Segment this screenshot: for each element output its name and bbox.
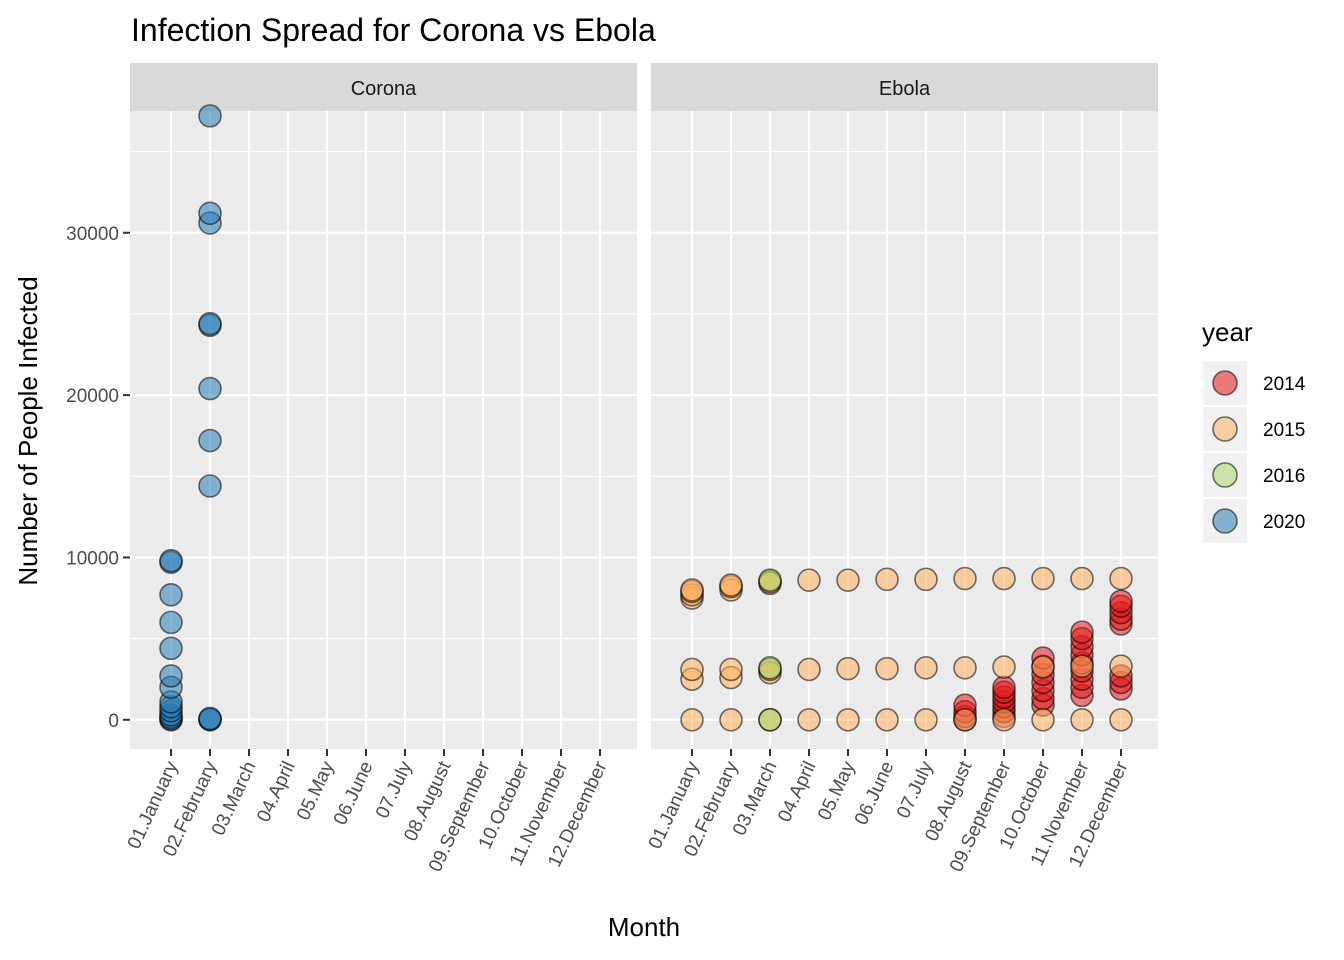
data-point-2015 <box>680 578 704 602</box>
facet-strip <box>651 63 1158 111</box>
points-ebola <box>680 566 1133 732</box>
data-point-2020 <box>198 428 222 453</box>
chart-title: Infection Spread for Corona vs Ebola <box>131 12 656 48</box>
data-point-2020 <box>198 201 222 226</box>
data-point-2015 <box>719 707 743 732</box>
data-point-2020 <box>159 548 183 573</box>
data-point-2015 <box>1109 707 1133 732</box>
legend-title: year <box>1202 317 1253 347</box>
data-point-2015 <box>797 657 821 682</box>
data-point-2015 <box>992 655 1016 679</box>
data-point-2020 <box>159 636 183 661</box>
y-tick-label: 30000 <box>66 224 119 245</box>
data-point-2015 <box>680 657 704 682</box>
data-point-2020 <box>198 311 222 336</box>
legend-label: 2020 <box>1263 512 1305 533</box>
data-point-2020 <box>198 706 222 731</box>
legend-key-symbol <box>1212 370 1238 396</box>
legend-label: 2015 <box>1263 420 1305 441</box>
data-point-2015 <box>797 707 821 732</box>
data-point-2015 <box>1031 566 1055 591</box>
data-point-2015 <box>914 707 938 732</box>
points-corona <box>159 104 222 732</box>
data-point-2014 <box>992 675 1016 700</box>
panels: Corona01.January02.February03.March04.Ap… <box>66 63 1158 875</box>
data-point-2015 <box>719 573 743 597</box>
facet-strip-label: Ebola <box>879 78 931 100</box>
x-axis-title: Month <box>608 912 680 942</box>
y-tick-label: 0 <box>108 711 119 732</box>
data-point-2015 <box>797 568 821 592</box>
data-point-2015 <box>836 707 860 732</box>
data-point-2015 <box>992 707 1016 732</box>
legend-item-2015: 2015 <box>1203 407 1305 451</box>
facet-strip <box>130 63 637 111</box>
facet-strip-label: Corona <box>351 78 417 100</box>
data-point-2015 <box>1109 566 1133 591</box>
legend-item-2014: 2014 <box>1203 361 1306 405</box>
data-point-2015 <box>953 707 977 732</box>
data-point-2015 <box>1031 707 1055 732</box>
data-point-2015 <box>719 657 743 682</box>
data-point-2015 <box>992 566 1016 591</box>
data-point-2020 <box>159 664 183 688</box>
data-point-2020 <box>198 376 222 401</box>
data-point-2020 <box>198 104 222 128</box>
data-point-2020 <box>198 474 222 498</box>
data-point-2020 <box>159 582 183 607</box>
data-point-2016 <box>758 656 782 680</box>
data-point-2015 <box>1070 654 1094 679</box>
legend-key-symbol <box>1212 462 1238 488</box>
data-point-2014 <box>1109 589 1133 614</box>
data-point-2015 <box>914 567 938 592</box>
data-point-2015 <box>875 656 899 681</box>
data-point-2015 <box>1109 654 1133 679</box>
data-point-2015 <box>1031 655 1055 679</box>
data-point-2014 <box>1070 620 1094 644</box>
legend-label: 2016 <box>1263 466 1305 487</box>
data-point-2015 <box>875 707 899 732</box>
panel-corona: Corona01.January02.February03.March04.Ap… <box>66 63 637 875</box>
x-tick-label: 07.July <box>372 758 417 822</box>
data-point-2015 <box>953 566 977 591</box>
data-point-2020 <box>159 610 183 635</box>
data-point-2015 <box>914 656 938 680</box>
y-tick-label: 20000 <box>66 386 119 407</box>
legend-item-2020: 2020 <box>1203 499 1305 543</box>
data-point-2015 <box>953 656 977 680</box>
legend-label: 2014 <box>1263 374 1306 395</box>
legend: year 2014 2015 2016 2020 <box>1202 317 1306 543</box>
data-point-2015 <box>1070 707 1094 732</box>
data-point-2016 <box>758 568 782 592</box>
y-axis-title: Number of People Infected <box>13 276 43 585</box>
legend-item-2016: 2016 <box>1203 453 1305 497</box>
data-point-2015 <box>1070 566 1094 591</box>
data-point-2015 <box>680 707 704 732</box>
data-point-2015 <box>875 567 899 592</box>
panel-ebola: Ebola01.January02.February03.March04.Apr… <box>645 63 1158 875</box>
data-point-2016 <box>758 707 782 732</box>
data-point-2015 <box>836 568 860 592</box>
y-tick-label: 10000 <box>66 548 119 569</box>
data-point-2015 <box>836 656 860 681</box>
legend-key-symbol <box>1212 508 1238 534</box>
x-tick-label: 07.July <box>893 758 938 822</box>
legend-key-symbol <box>1212 416 1238 442</box>
